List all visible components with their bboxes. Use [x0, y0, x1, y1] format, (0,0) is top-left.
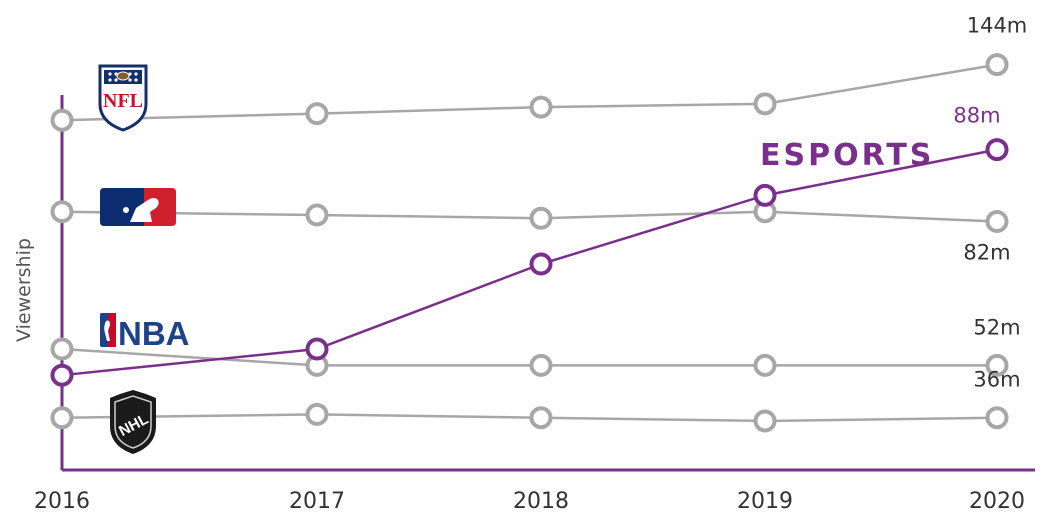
nfl-logo: NFL [98, 64, 148, 132]
nhl-point-2016 [50, 406, 74, 430]
esports-point-2016 [50, 363, 74, 387]
esports-point-2017 [305, 337, 329, 361]
nfl-point-2017 [305, 102, 329, 126]
nhl-point-2017 [305, 402, 329, 426]
esports-series-label: ESPORTS [760, 138, 934, 173]
mlb-point-2016 [50, 200, 74, 224]
series-points [50, 53, 1009, 433]
nfl-end-label: 144m [967, 14, 1028, 38]
end-value-labels: 144m 82m 52m 36m 88m [953, 14, 1027, 392]
mlb-logo [100, 188, 176, 226]
x-tick-2020: 2020 [969, 489, 1025, 514]
series-lines [61, 63, 998, 423]
nhl-point-2019 [753, 409, 777, 433]
nhl-point-2020 [985, 406, 1009, 430]
x-tick-2018: 2018 [513, 489, 569, 514]
svg-text:NBA: NBA [118, 315, 190, 352]
esports-point-2018 [529, 252, 553, 276]
nfl-point-2018 [529, 95, 553, 119]
esports-end-label: 88m [953, 104, 1000, 128]
nfl-line [61, 63, 998, 122]
x-tick-labels: 2016 2017 2018 2019 2020 [34, 489, 1025, 514]
esports-point-2020 [985, 138, 1009, 162]
nhl-end-label: 36m [973, 368, 1020, 392]
nba-logo: NBA [100, 313, 190, 352]
nhl-point-2018 [529, 406, 553, 430]
x-tick-2016: 2016 [34, 489, 90, 514]
esports-point-2019 [753, 183, 777, 207]
nba-end-label: 52m [973, 315, 1020, 339]
nba-point-2016 [50, 337, 74, 361]
mlb-line [61, 210, 998, 223]
nba-point-2018 [529, 353, 553, 377]
nhl-logo: NHL [110, 390, 156, 454]
mlb-point-2020 [985, 210, 1009, 234]
nba-point-2019 [753, 353, 777, 377]
mlb-end-label: 82m [963, 241, 1010, 265]
nba-point-2020 [985, 353, 1009, 377]
nfl-point-2020 [985, 53, 1009, 77]
svg-text:NFL: NFL [103, 90, 143, 112]
nfl-point-2016 [50, 108, 74, 132]
x-tick-2017: 2017 [289, 489, 345, 514]
mlb-point-2017 [305, 203, 329, 227]
nfl-point-2019 [753, 92, 777, 116]
mlb-point-2018 [529, 206, 553, 230]
x-tick-2019: 2019 [737, 489, 793, 514]
y-axis-label: Viewership [13, 238, 35, 342]
nba-line [61, 347, 997, 367]
esports-line [61, 148, 998, 377]
